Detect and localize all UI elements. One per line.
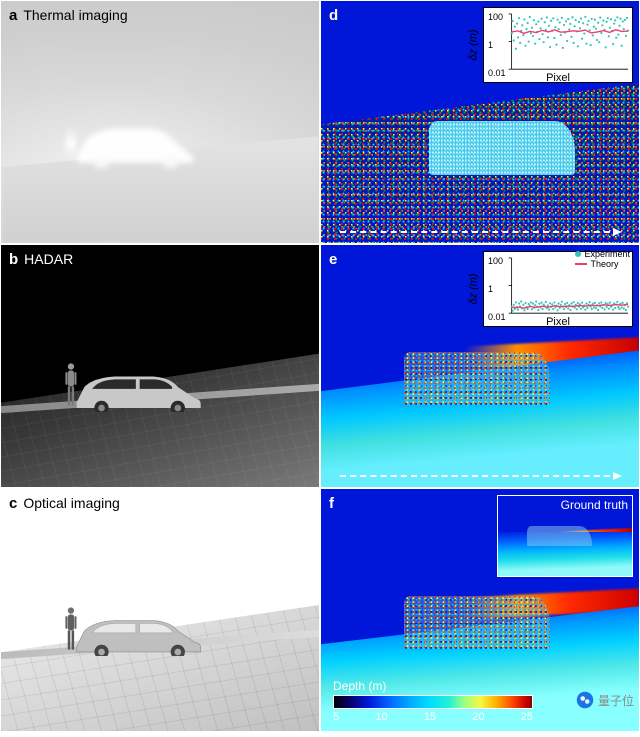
- panel-c: c Optical imaging: [0, 488, 320, 732]
- optical-car: [71, 610, 205, 654]
- inset-d-scatter: δz (m) Pixel 100 1 0.01: [483, 7, 633, 83]
- panel-letter: a: [9, 7, 17, 24]
- colorbar-ticks: 5 10 15 20 25: [333, 711, 533, 723]
- car-silhouette-icon: [71, 117, 198, 168]
- panel-title: HADAR: [24, 251, 73, 267]
- panel-f-label: f: [329, 495, 334, 512]
- pixel-axis-arrow: [340, 475, 620, 477]
- panel-b: b HADAR: [0, 244, 320, 488]
- inset-d-ylabel: δz (m): [468, 29, 480, 60]
- colorbar-label: Depth (m): [333, 679, 533, 693]
- depth-f-car: [404, 596, 550, 649]
- panel-c-label: c Optical imaging: [9, 495, 120, 512]
- colorbar-tick: 5: [333, 711, 339, 723]
- watermark: 量子位: [576, 691, 634, 709]
- depth-d-car: [429, 121, 575, 175]
- watermark-icon: [576, 691, 594, 709]
- gt-label: Ground truth: [561, 498, 628, 512]
- inset-d-plot: [484, 8, 632, 83]
- panel-e-label: e: [329, 251, 337, 268]
- panel-d: δz (m) Pixel 100 1 0.01 d: [320, 0, 640, 244]
- panel-letter: b: [9, 251, 18, 268]
- colorbar-tick: 20: [472, 711, 484, 723]
- colorbar-tick: 10: [375, 711, 387, 723]
- panel-a-label: a Thermal imaging: [9, 7, 128, 24]
- panel-letter: e: [329, 251, 337, 268]
- depth-e-car: [404, 352, 550, 405]
- panel-title: Optical imaging: [23, 495, 120, 511]
- panel-b-label: b HADAR: [9, 251, 73, 268]
- panel-title: Thermal imaging: [23, 7, 127, 23]
- inset-e-ylabel: δz (m): [468, 273, 480, 304]
- panel-e: δz (m) Pixel 100 1 0.01 Experiment Theor…: [320, 244, 640, 488]
- colorbar-tick: 25: [521, 711, 533, 723]
- car-icon: [71, 366, 205, 412]
- watermark-text: 量子位: [598, 692, 634, 709]
- panel-d-label: d: [329, 7, 338, 24]
- inset-e-scatter: δz (m) Pixel 100 1 0.01 Experiment Theor…: [483, 251, 633, 327]
- car-icon: [71, 610, 205, 656]
- pixel-axis-arrow: [340, 231, 620, 233]
- panel-letter: d: [329, 7, 338, 24]
- panel-letter: c: [9, 495, 17, 512]
- colorbar: Depth (m) 5 10 15 20 25: [333, 679, 533, 723]
- hadar-car: [71, 366, 205, 410]
- thermal-car-glow: [71, 117, 198, 170]
- ground-truth-inset: Ground truth: [497, 495, 633, 577]
- inset-e-plot: [484, 252, 632, 327]
- colorbar-tick: 15: [424, 711, 436, 723]
- colorbar-gradient: [333, 695, 533, 709]
- panel-letter: f: [329, 495, 334, 512]
- panel-a: a Thermal imaging: [0, 0, 320, 244]
- gt-car: [527, 526, 591, 545]
- figure-grid: a Thermal imaging δz (m) Pixel 100 1 0.0…: [0, 0, 640, 732]
